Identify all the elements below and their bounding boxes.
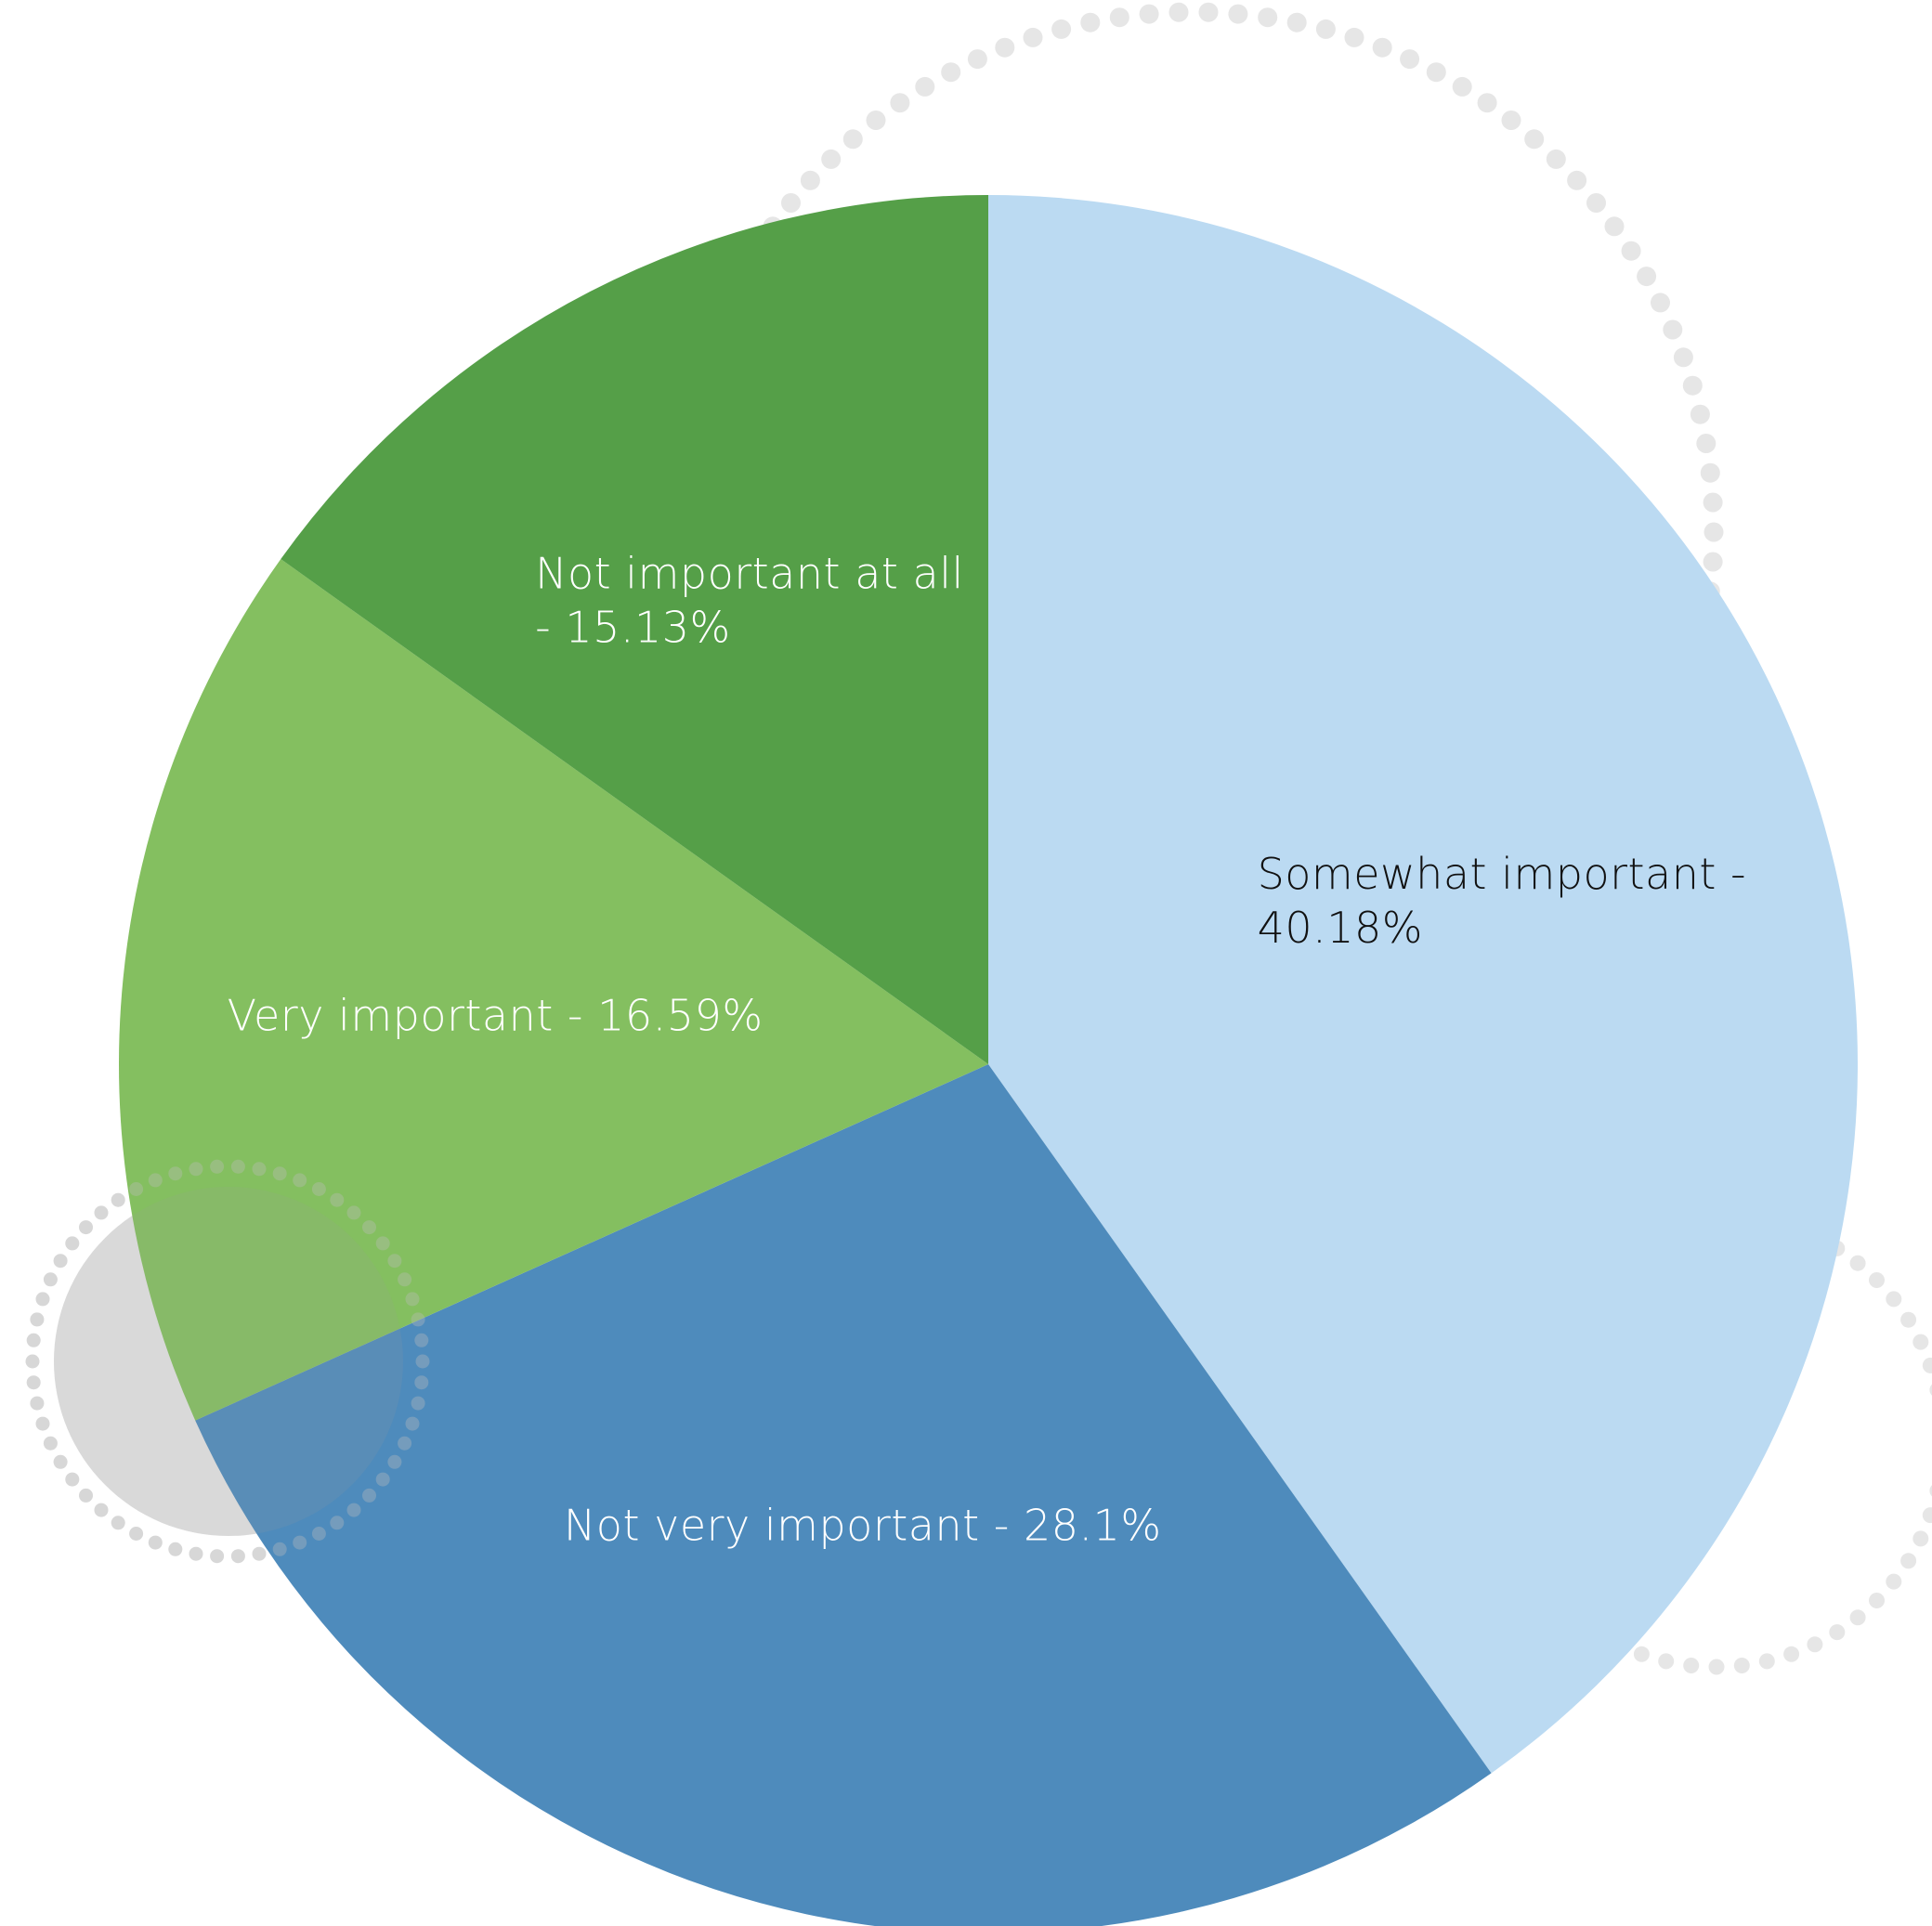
slice-label-line: Very important - 16.59% <box>228 990 764 1040</box>
slice-label-line: - 15.13% <box>535 603 731 653</box>
slice-label-not-important-at-all: Not important at all - 15.13% <box>535 549 964 653</box>
pie-slices <box>118 195 1858 1926</box>
pie-slice-somewhat-important <box>988 195 1858 1774</box>
slice-label-somewhat-important: Somewhat important -40.18% <box>1258 849 1747 953</box>
foreground-decoration <box>25 1159 430 1564</box>
pie-slice-not-important-at-all <box>281 195 988 1064</box>
pie-labels: Somewhat important -40.18% Not very impor… <box>228 549 1747 1551</box>
pie-slice-very-important <box>118 559 988 1421</box>
overlay-circle <box>54 1187 403 1536</box>
overlay-dotted-ring <box>25 1159 430 1564</box>
slice-label-not-very-important: Not very important - 28.1% <box>564 1501 1162 1551</box>
pie-slice-not-very-important <box>195 1064 1492 1926</box>
slice-label-line: Not important at all <box>535 549 964 599</box>
slice-label-line: Not very important - 28.1% <box>564 1501 1162 1551</box>
slice-label-line: Somewhat important - <box>1258 849 1747 899</box>
slice-label-line: 40.18% <box>1258 903 1423 953</box>
slice-label-very-important: Very important - 16.59% <box>228 990 764 1040</box>
